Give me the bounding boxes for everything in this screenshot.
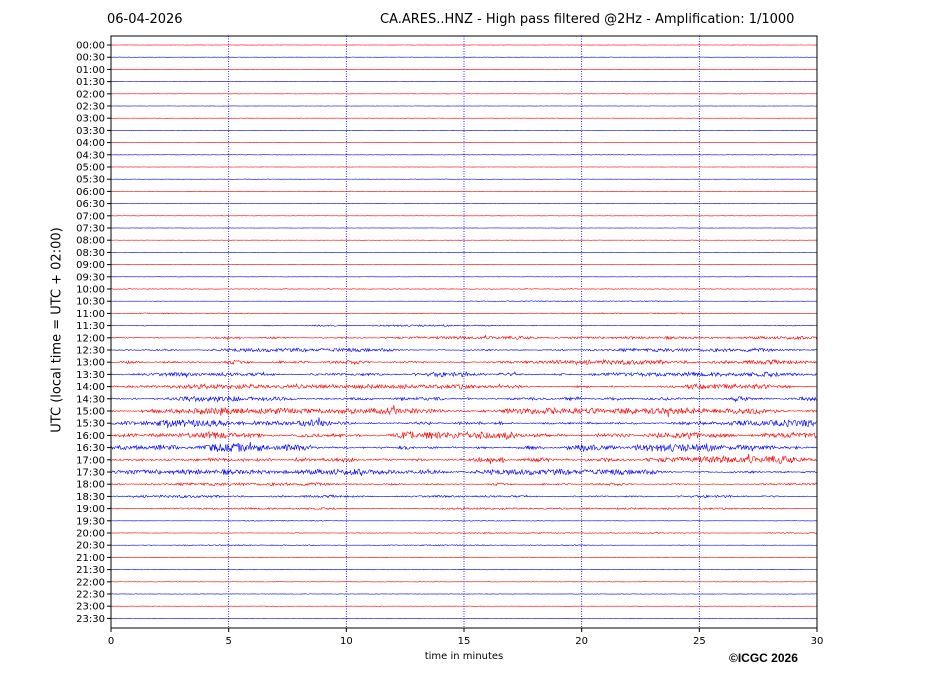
y-tick-label: 14:00 <box>76 382 105 393</box>
y-tick-label: 23:30 <box>76 614 105 625</box>
trace-row <box>110 568 817 571</box>
y-tick-label: 14:30 <box>76 394 105 405</box>
x-tick-labels: 0 5 10 15 20 25 30 <box>108 628 824 647</box>
trace-row <box>110 371 817 378</box>
trace-row <box>110 494 817 499</box>
y-tick-label: 20:00 <box>76 529 105 540</box>
y-tick-label: 01:30 <box>76 77 105 88</box>
y-tick-label: 20:30 <box>76 541 105 552</box>
trace-row <box>110 430 817 441</box>
y-tick-label: 09:00 <box>76 260 105 271</box>
y-tick-label: 12:30 <box>76 346 105 357</box>
copyright-credit: ©ICGC 2026 <box>729 651 798 665</box>
x-tick-label: 20 <box>575 636 588 647</box>
trace-row <box>110 507 817 511</box>
y-tick-label: 16:30 <box>76 443 105 454</box>
y-tick-label: 18:00 <box>76 480 105 491</box>
trace-row <box>110 154 817 156</box>
y-tick-label: 17:00 <box>76 455 105 466</box>
y-tick-label: 23:00 <box>76 602 105 613</box>
x-axis-label: time in minutes <box>424 651 504 662</box>
trace-row <box>110 300 817 302</box>
trace-row <box>110 453 817 465</box>
y-tick-label: 15:30 <box>76 419 105 430</box>
trace-row <box>110 324 817 328</box>
y-tick-label: 08:00 <box>76 236 105 247</box>
x-tick-label: 30 <box>811 636 824 647</box>
y-tick-label: 00:00 <box>76 41 105 52</box>
y-tick-label: 06:30 <box>76 199 105 210</box>
trace-row <box>110 383 817 390</box>
vertical-gridlines <box>228 36 700 628</box>
y-tick-label: 00:30 <box>76 53 105 64</box>
y-tick-label: 02:00 <box>76 89 105 100</box>
y-tick-label: 19:30 <box>76 516 105 527</box>
y-tick-label: 01:00 <box>76 65 105 76</box>
y-tick-label: 15:00 <box>76 407 105 418</box>
y-tick-label: 16:00 <box>76 431 105 442</box>
y-tick-label: 21:00 <box>76 553 105 564</box>
y-tick-label: 03:00 <box>76 114 105 125</box>
trace-row <box>110 531 817 535</box>
y-tick-label: 11:30 <box>76 321 105 332</box>
trace-row <box>110 481 817 487</box>
x-tick-label: 15 <box>458 636 471 647</box>
y-tick-label: 10:30 <box>76 297 105 308</box>
y-tick-label: 07:00 <box>76 211 105 222</box>
y-tick-label: 21:30 <box>76 565 105 576</box>
y-tick-label: 13:00 <box>76 358 105 369</box>
trace-row <box>110 441 817 453</box>
trace-row <box>110 468 817 476</box>
y-tick-label: 19:00 <box>76 504 105 515</box>
x-tick-label: 10 <box>340 636 353 647</box>
trace-row <box>110 312 817 315</box>
trace-row <box>110 358 817 366</box>
y-tick-label: 17:30 <box>76 468 105 479</box>
y-tick-label: 02:30 <box>76 102 105 113</box>
y-tick-label: 22:00 <box>76 577 105 588</box>
date-label: 06-04-2026 <box>107 12 183 27</box>
y-tick-label: 06:00 <box>76 187 105 198</box>
trace-row <box>110 81 817 83</box>
trace-row <box>110 288 817 290</box>
y-tick-label: 05:00 <box>76 163 105 174</box>
y-tick-label: 18:30 <box>76 492 105 503</box>
trace-row <box>110 581 817 583</box>
x-tick-label: 25 <box>693 636 706 647</box>
y-tick-label: 10:00 <box>76 285 105 296</box>
y-tick-label: 11:00 <box>76 309 105 320</box>
y-tick-label: 04:00 <box>76 138 105 149</box>
x-tick-label: 0 <box>108 636 114 647</box>
trace-row <box>110 544 817 547</box>
y-tick-label: 03:30 <box>76 126 105 137</box>
trace-row <box>110 556 817 559</box>
trace-row <box>110 347 817 353</box>
y-tick-label: 04:30 <box>76 150 105 161</box>
trace-row <box>110 395 817 403</box>
x-tick-label: 5 <box>225 636 231 647</box>
y-tick-label: 09:30 <box>76 272 105 283</box>
chart-title: CA.ARES..HNZ - High pass filtered @2Hz -… <box>380 12 795 27</box>
trace-row <box>110 405 817 418</box>
trace-row <box>110 334 817 341</box>
trace-row <box>110 593 817 595</box>
y-tick-label: 22:30 <box>76 590 105 601</box>
y-tick-label: 08:30 <box>76 248 105 259</box>
trace-rows <box>110 44 817 619</box>
trace-row <box>110 519 817 522</box>
trace-row <box>110 417 817 429</box>
plot-frame <box>110 35 818 629</box>
y-tick-label: 07:30 <box>76 224 105 235</box>
y-tick-label: 13:30 <box>76 370 105 381</box>
y-tick-label: 05:30 <box>76 175 105 186</box>
y-tick-label: 12:00 <box>76 333 105 344</box>
